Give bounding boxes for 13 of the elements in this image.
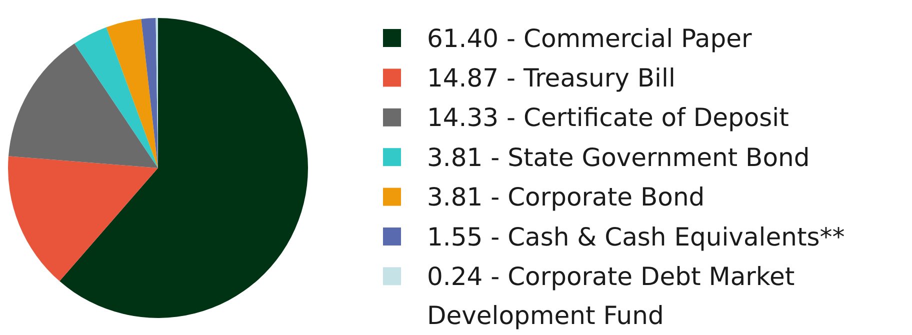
pie-slice — [141, 18, 158, 168]
legend-label: 3.81 - Corporate Bond — [427, 182, 705, 212]
legend-label: 14.33 - Certificate of Deposit — [427, 103, 790, 132]
legend-label: 61.40 - Commercial Paper — [427, 24, 752, 53]
pie-slice — [60, 18, 308, 318]
pie-slice — [8, 156, 158, 282]
pie-slice — [74, 27, 158, 168]
pie-slice — [106, 18, 158, 168]
pie-slice — [8, 43, 158, 168]
legend-label: 3.81 - State Government Bond — [427, 142, 810, 172]
legend-label: 1.55 - Cash & Cash Equivalents** — [427, 222, 845, 252]
legend-label: 14.87 - Treasury Bill — [427, 63, 676, 92]
legend-label: 0.24 - Corporate Debt Market Development Fund — [427, 262, 795, 330]
